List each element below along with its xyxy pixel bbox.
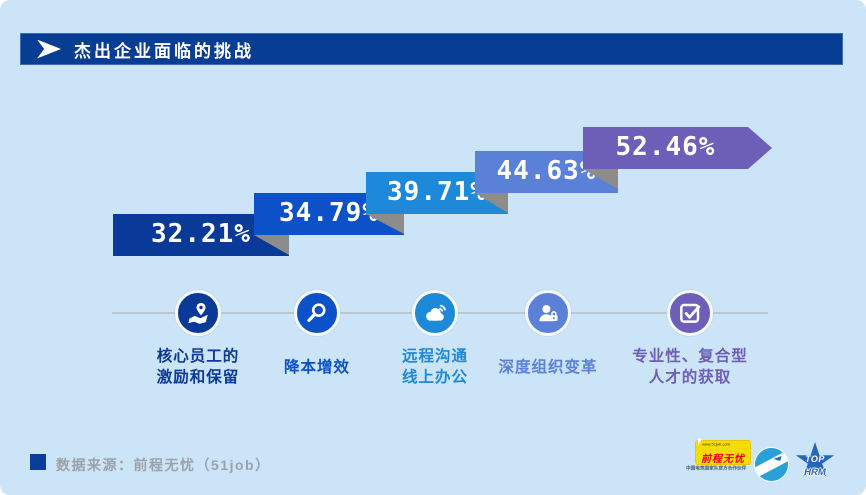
ribbon-arrow-tip [748, 127, 772, 169]
magnifier-icon [294, 290, 340, 336]
legend-label-line: 核心员工的 [156, 348, 240, 365]
bar-value-label: 39.71% [387, 177, 487, 207]
legend-label-line: 专业性、复合型 [632, 348, 748, 365]
legend-item-label-3: 远程沟通 线上办公 [347, 343, 523, 391]
legend-item-label-4: 深度组织变革 [460, 343, 636, 391]
globe-band-icon [755, 449, 788, 479]
job51-logo-text: 前程无忧 [701, 454, 745, 465]
bar-value-label: 44.63% [496, 156, 597, 186]
top-hrm-bottom-text: HRM [804, 467, 826, 478]
bar-value-label: 32.21% [151, 219, 251, 249]
legend-label-line: 人才的获取 [648, 369, 732, 386]
job51-partner-text: 中国电竞国家队官方合作伙伴 [686, 465, 747, 471]
data-source-label: 数据来源：前程无忧（51job） [56, 457, 271, 473]
cursor-icon [698, 438, 702, 445]
page-title: 杰出企业面临的挑战 [74, 41, 254, 61]
legend-label-line: 远程沟通 [401, 348, 468, 365]
legend-label-line: 深度组织变革 [498, 358, 598, 376]
cloud-signal-icon [412, 290, 458, 336]
legend-item-label-1: 核心员工的激励和保留 [110, 343, 286, 391]
job51-logo: www.51job.com 前程无忧 [696, 438, 750, 465]
job51-url-text: www.51job.com [702, 442, 731, 447]
bar-segment-5: 52.46% [583, 127, 748, 169]
legend-label-line: 线上办公 [401, 369, 468, 386]
source-bullet [30, 454, 46, 470]
user-lock-icon [525, 290, 571, 336]
checkbox-check-icon [667, 290, 713, 336]
map-pin-icon [175, 290, 221, 336]
top-hrm-top-text: TOP [805, 454, 825, 464]
legend-label-line: 激励和保留 [156, 369, 240, 386]
title-bar: 杰出企业面临的挑战 [20, 33, 843, 65]
bar-value-label: 52.46% [615, 132, 716, 162]
bar-value-label: 34.79% [279, 198, 379, 228]
globe-swoosh-logo [754, 447, 789, 482]
legend-label-line: 降本增效 [283, 358, 350, 376]
legend-item-label-2: 降本增效 [229, 343, 405, 391]
legend-item-label-5: 专业性、复合型 人才的获取 [602, 343, 778, 391]
